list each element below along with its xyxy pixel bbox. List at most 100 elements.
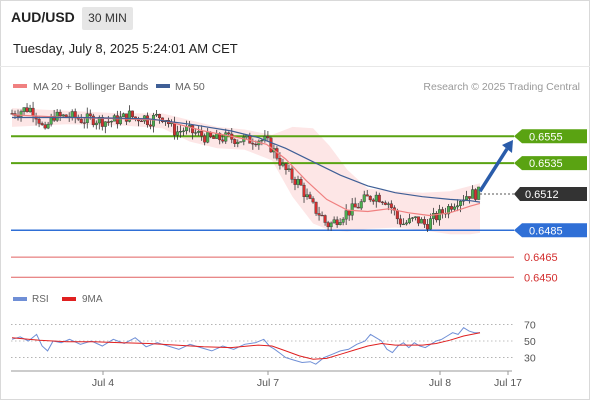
candle-body xyxy=(468,196,472,199)
candle-body xyxy=(323,215,327,223)
candle-body xyxy=(124,113,128,122)
candle-body xyxy=(453,206,457,210)
candle-body xyxy=(97,117,101,124)
candle-body xyxy=(278,158,282,166)
candle-body xyxy=(227,132,231,135)
candle-body xyxy=(281,163,285,166)
candle-body xyxy=(58,111,62,117)
candle-body xyxy=(329,222,333,228)
candle-body xyxy=(52,115,56,121)
candle xyxy=(425,219,429,232)
target-label: 0.6465 xyxy=(524,252,558,264)
candle xyxy=(350,198,354,221)
candle-body xyxy=(359,201,363,209)
candle xyxy=(46,121,50,130)
candle xyxy=(287,164,291,173)
candle xyxy=(79,114,83,124)
candle-body xyxy=(88,113,92,117)
candle-body xyxy=(465,196,469,201)
rsi-tick-label: 50 xyxy=(524,336,536,348)
candle xyxy=(416,216,420,227)
candle xyxy=(10,109,14,115)
candle-body xyxy=(344,210,348,220)
candle-body xyxy=(398,218,402,225)
candle xyxy=(221,134,225,144)
candle xyxy=(359,199,363,211)
candle xyxy=(103,121,107,134)
candle-body xyxy=(428,218,432,230)
candle-body xyxy=(431,213,435,219)
candle-body xyxy=(425,224,429,230)
candle-body xyxy=(413,216,417,218)
candle xyxy=(410,217,414,222)
candle-body xyxy=(40,123,44,125)
candle xyxy=(25,103,29,113)
candle xyxy=(404,220,408,226)
candle-body xyxy=(287,168,291,171)
candle-body xyxy=(94,122,98,126)
candle xyxy=(465,190,469,201)
candle-body xyxy=(299,179,303,186)
candle-body xyxy=(212,136,216,139)
candle-body xyxy=(347,210,351,216)
resistance-tag-label: 0.6555 xyxy=(529,131,563,143)
candle xyxy=(155,110,159,117)
candle-body xyxy=(145,115,149,126)
rsi-panel: 70 50 30 xyxy=(11,319,536,365)
rsi-legend-label: RSI xyxy=(32,294,49,305)
candle xyxy=(191,124,195,140)
candle-body xyxy=(121,113,125,117)
candle xyxy=(453,203,457,212)
candle xyxy=(266,131,270,141)
candle-body xyxy=(179,131,183,133)
candle-body xyxy=(471,189,475,199)
candle-body xyxy=(155,114,159,116)
candle xyxy=(371,198,375,205)
candle-body xyxy=(395,210,399,220)
candle-body xyxy=(389,203,393,208)
symbol-title: AUD/USD xyxy=(11,9,75,25)
candle xyxy=(434,211,438,223)
price-levels: 0.6555 0.6535 0.6512 0.6485 0.6465 0.6450 xyxy=(11,129,587,284)
target-label: 0.6450 xyxy=(524,272,558,284)
candle-body xyxy=(224,132,228,142)
candle xyxy=(380,200,384,205)
resistance-tag xyxy=(514,156,587,171)
candle xyxy=(477,186,481,200)
candle-body xyxy=(37,118,41,124)
candle xyxy=(148,119,152,130)
candle-body xyxy=(365,194,369,197)
candle xyxy=(58,109,62,122)
candle xyxy=(100,114,104,131)
candle xyxy=(182,127,186,137)
candle xyxy=(64,114,68,118)
candle-body xyxy=(73,111,77,118)
candle-body xyxy=(70,111,74,118)
candle xyxy=(323,214,327,226)
candle-body xyxy=(22,107,26,112)
timeframe-badge[interactable]: 30 MIN xyxy=(82,7,133,30)
candle xyxy=(91,113,95,128)
candle xyxy=(127,105,131,123)
candle-body xyxy=(416,216,420,224)
candle-body xyxy=(19,111,23,117)
candle xyxy=(365,190,369,197)
candle-body xyxy=(338,222,342,225)
candle xyxy=(200,125,204,141)
rsi-ma-line xyxy=(11,332,481,360)
candle-body xyxy=(335,219,339,225)
x-axis-tick-label: Jul 7 xyxy=(257,377,279,389)
candle-body xyxy=(176,131,180,136)
candle-body xyxy=(308,194,312,199)
candle-body xyxy=(260,140,264,142)
candle xyxy=(197,125,201,136)
candle xyxy=(431,207,435,225)
candle-body xyxy=(254,143,258,146)
candle-body xyxy=(151,114,155,127)
candle-body xyxy=(197,130,201,133)
rsi-tick-label: 70 xyxy=(524,319,536,331)
candle-body xyxy=(353,203,357,208)
candle xyxy=(341,217,345,226)
candle xyxy=(383,200,387,206)
candle-body xyxy=(185,126,189,132)
